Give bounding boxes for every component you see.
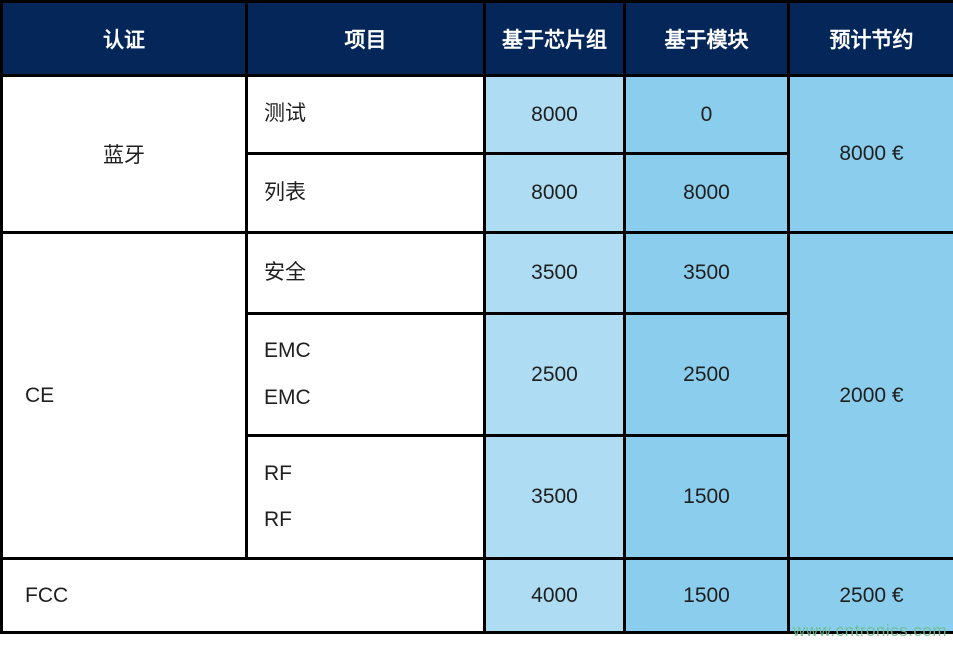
header-row: 认证 项目 基于芯片组 基于模块 预计节约 <box>0 0 953 77</box>
cert-cell-ce: CE <box>0 231 248 560</box>
savings-cell-fcc: 2500 € <box>787 557 953 634</box>
chipset-value: 4000 <box>483 557 626 634</box>
module-value: 2500 <box>623 312 790 437</box>
chipset-value: 8000 <box>483 74 626 155</box>
project-cell-emc: EMC EMC <box>245 312 486 437</box>
savings-cell-bluetooth: 8000 € <box>787 74 953 234</box>
col-header-certification: 认证 <box>0 0 248 77</box>
table-row: RF RF 3500 1500 <box>2 434 953 560</box>
module-value: 8000 <box>623 152 790 234</box>
table-row: 蓝牙 测试 8000 0 8000 € <box>0 74 953 234</box>
module-value: 1500 <box>623 434 790 560</box>
col-header-project: 项目 <box>245 0 486 77</box>
table-row: CE 安全 3500 3500 2000 € <box>0 231 953 560</box>
savings-cell-ce: 2000 € <box>787 231 953 560</box>
module-value: 3500 <box>623 231 790 315</box>
col-header-estimated-savings: 预计节约 <box>787 0 953 77</box>
cert-cell-fcc: FCC <box>0 557 486 634</box>
certification-cost-table: 认证 项目 基于芯片组 基于模块 预计节约 蓝牙 测试 8000 0 8000 … <box>0 0 953 634</box>
table-row: FCC 4000 1500 2500 € <box>0 557 953 634</box>
project-cell-listing: 列表 <box>245 152 486 234</box>
project-cell-rf: RF RF <box>245 434 486 560</box>
project-cell-test: 测试 <box>245 74 486 155</box>
table-row: 列表 8000 8000 <box>2 152 953 234</box>
table-row: EMC EMC 2500 2500 <box>2 312 953 437</box>
chipset-value: 2500 <box>483 312 626 437</box>
module-value: 0 <box>623 74 790 155</box>
chipset-value: 3500 <box>483 231 626 315</box>
project-cell-safety: 安全 <box>245 231 486 315</box>
cert-cell-bluetooth: 蓝牙 <box>0 74 248 234</box>
module-value: 1500 <box>623 557 790 634</box>
chipset-value: 3500 <box>483 434 626 560</box>
col-header-chipset-based: 基于芯片组 <box>483 0 626 77</box>
col-header-module-based: 基于模块 <box>623 0 790 77</box>
chipset-value: 8000 <box>483 152 626 234</box>
